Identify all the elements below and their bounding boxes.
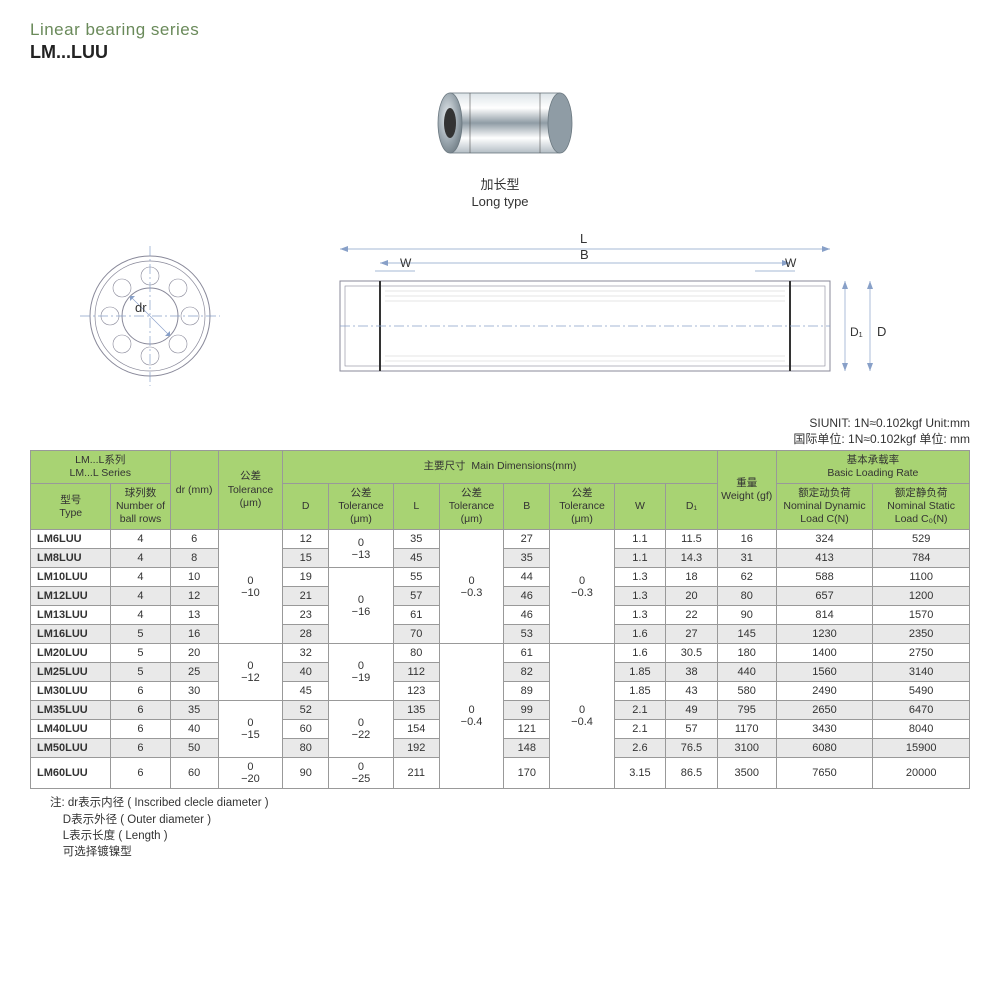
technical-diagram: dr L B W W <box>30 221 970 401</box>
th-tol4: 公差Tolerance (μm) <box>550 484 614 530</box>
th-D: D <box>283 484 329 530</box>
th-W: W <box>614 484 666 530</box>
th-B: B <box>504 484 550 530</box>
th-stat: 额定静负荷Nominal Static Load C₀(N) <box>873 484 970 530</box>
th-weight: 重量Weight (gf) <box>717 450 776 530</box>
header: Linear bearing series LM...LUU <box>30 20 970 63</box>
th-series: LM...L系列LM...L Series <box>31 450 171 483</box>
unit-line1: SIUNIT: 1N≈0.102kgf Unit:mm <box>30 416 970 430</box>
unit-line2: 国际单位: 1N≈0.102kgf 单位: mm <box>30 430 970 447</box>
th-L: L <box>393 484 439 530</box>
image-caption: 加长型 Long type <box>30 177 970 211</box>
footnote-line: L表示长度 ( Length ) <box>63 830 168 842</box>
caption-en: Long type <box>30 194 970 211</box>
th-maindim: 主要尺寸 Main Dimensions(mm) <box>283 450 718 483</box>
svg-text:dr: dr <box>135 300 147 315</box>
svg-text:D: D <box>877 324 886 339</box>
svg-text:D₁: D₁ <box>850 325 863 339</box>
th-tol3: 公差Tolerance (μm) <box>439 484 503 530</box>
footnotes: 注: dr表示内径 ( Inscribed clecle diameter ) … <box>30 795 970 859</box>
footnote-line: 可选择镀镍型 <box>63 846 132 858</box>
unit-info: SIUNIT: 1N≈0.102kgf Unit:mm 国际单位: 1N≈0.1… <box>30 416 970 447</box>
th-D1: D₁ <box>666 484 718 530</box>
table-body: LM6LUU460−10120−13350−0.3270−0.31.111.51… <box>31 530 970 789</box>
table-row: LM6LUU460−10120−13350−0.3270−0.31.111.51… <box>31 530 970 549</box>
footnote-prefix: 注: <box>50 797 65 809</box>
svg-text:W: W <box>785 256 797 270</box>
product-image-block: 加长型 Long type <box>30 73 970 211</box>
th-tol2: 公差Tolerance (μm) <box>329 484 393 530</box>
footnote-line: dr表示内径 ( Inscribed clecle diameter ) <box>68 797 269 809</box>
th-balls: 球列数Number of ball rows <box>111 484 170 530</box>
th-loading: 基本承载率Basic Loading Rate <box>776 450 969 483</box>
caption-cn: 加长型 <box>30 177 970 194</box>
svg-text:B: B <box>580 247 589 262</box>
series-subtitle: LM...LUU <box>30 42 970 63</box>
svg-text:W: W <box>400 256 412 270</box>
th-dr: dr (mm) <box>170 450 218 530</box>
footnote-line: D表示外径 ( Outer diameter ) <box>63 814 211 826</box>
spec-table: LM...L系列LM...L Series dr (mm) 公差Toleranc… <box>30 450 970 790</box>
th-tol1: 公差Tolerance (μm) <box>218 450 282 530</box>
th-dyn: 额定动负荷Nominal Dynamic Load C(N) <box>776 484 873 530</box>
series-title: Linear bearing series <box>30 20 970 40</box>
th-type: 型号Type <box>31 484 111 530</box>
svg-text:L: L <box>580 231 587 246</box>
bearing-illustration <box>420 73 580 173</box>
table-row: LM20LUU5200−12320−19800−0.4610−0.41.630.… <box>31 644 970 663</box>
